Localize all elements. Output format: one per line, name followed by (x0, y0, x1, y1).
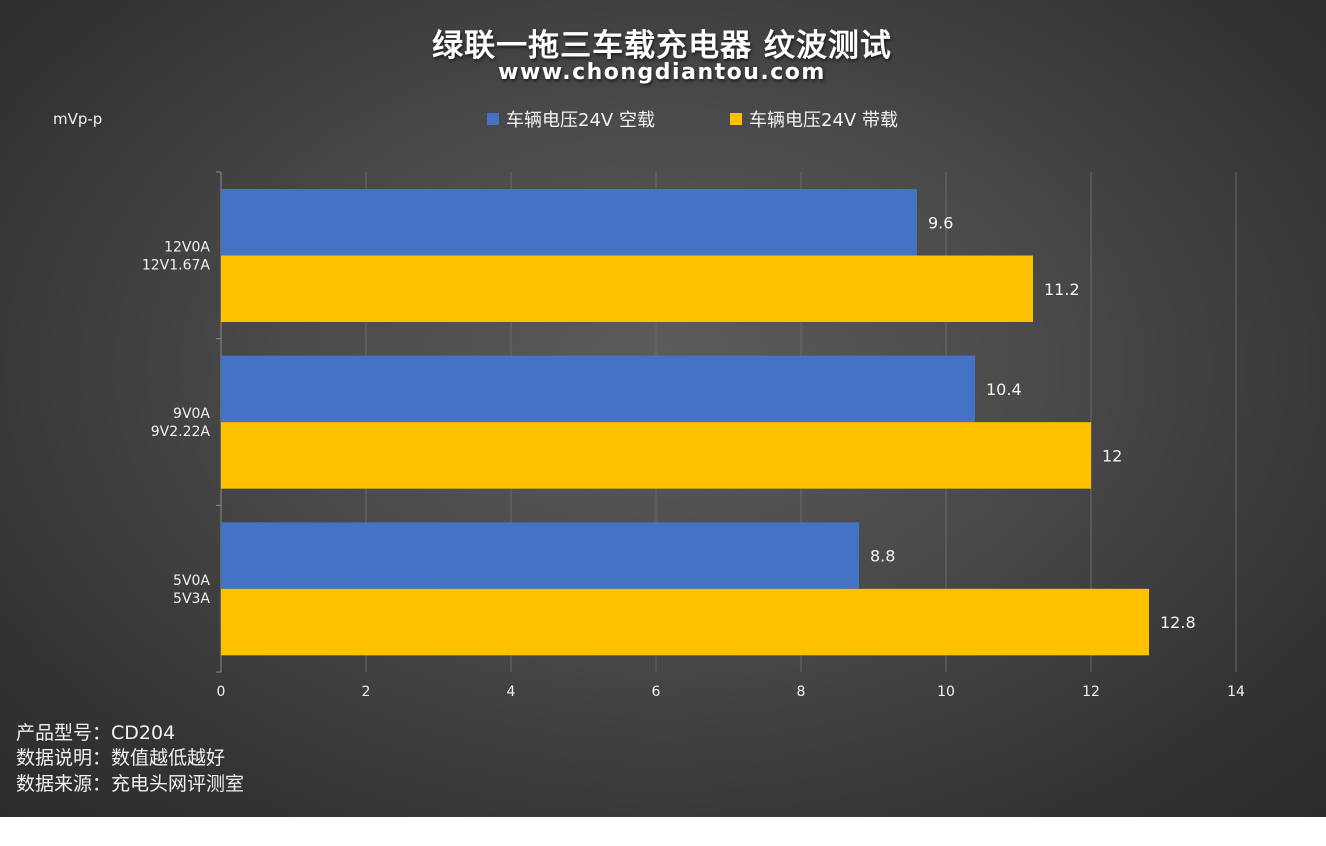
data-label-series1: 10.4 (986, 380, 1022, 399)
x-tick-label: 8 (797, 684, 806, 700)
legend-swatch-series2 (730, 113, 742, 125)
note-source: 数据来源：充电头网评测室 (16, 773, 245, 795)
category-label: 12V1.67A (142, 258, 211, 274)
bar-series1 (221, 355, 975, 423)
data-label-series1: 8.8 (870, 547, 895, 566)
data-label-series1: 9.6 (928, 213, 953, 232)
bar-series2 (221, 255, 1033, 322)
category-label: 5V3A (173, 591, 210, 607)
x-tick-label: 6 (652, 684, 661, 700)
chart-panel: 绿联一拖三车载充电器 纹波测试 www.chongdiantou.com mVp… (0, 0, 1326, 817)
legend-item-series1: 车辆电压24V 空载 (487, 106, 655, 132)
legend-label-series2: 车辆电压24V 带载 (749, 110, 898, 131)
legend-swatch-series1 (487, 113, 499, 125)
bar-series1 (221, 522, 859, 589)
chart-title: 绿联一拖三车载充电器 纹波测试 (432, 28, 892, 64)
unit-label: mVp-p (53, 110, 103, 128)
bar-chart: 0 2 4 6 8 10 12 14 9.6 11.2 12V0A 12V1.67A 10.4 12 9V0… (142, 171, 1245, 700)
legend-label-series1: 车辆电压24V 空载 (506, 110, 655, 131)
x-tick-label: 2 (362, 684, 371, 700)
x-tick-label: 0 (217, 684, 226, 700)
note-model: 产品型号：CD204 (16, 722, 176, 744)
bar-series2 (221, 422, 1091, 489)
data-label-series2: 12.8 (1160, 613, 1196, 632)
data-label-series2: 12 (1102, 446, 1122, 465)
category-label: 9V2.22A (151, 424, 211, 440)
legend-item-series2: 车辆电压24V 带载 (730, 106, 898, 132)
x-tick-label: 10 (937, 684, 955, 700)
bar-series2 (221, 588, 1149, 656)
category-label: 9V0A (173, 406, 210, 422)
data-label-series2: 11.2 (1044, 280, 1080, 299)
x-tick-label: 14 (1227, 684, 1245, 700)
x-tick-label: 12 (1082, 684, 1100, 700)
chart-subtitle: www.chongdiantou.com (498, 60, 826, 85)
category-label: 5V0A (173, 573, 210, 589)
bar-series1 (221, 189, 917, 256)
category-label: 12V0A (164, 240, 210, 256)
note-description: 数据说明：数值越低越好 (16, 747, 226, 769)
x-tick-label: 4 (507, 684, 516, 700)
